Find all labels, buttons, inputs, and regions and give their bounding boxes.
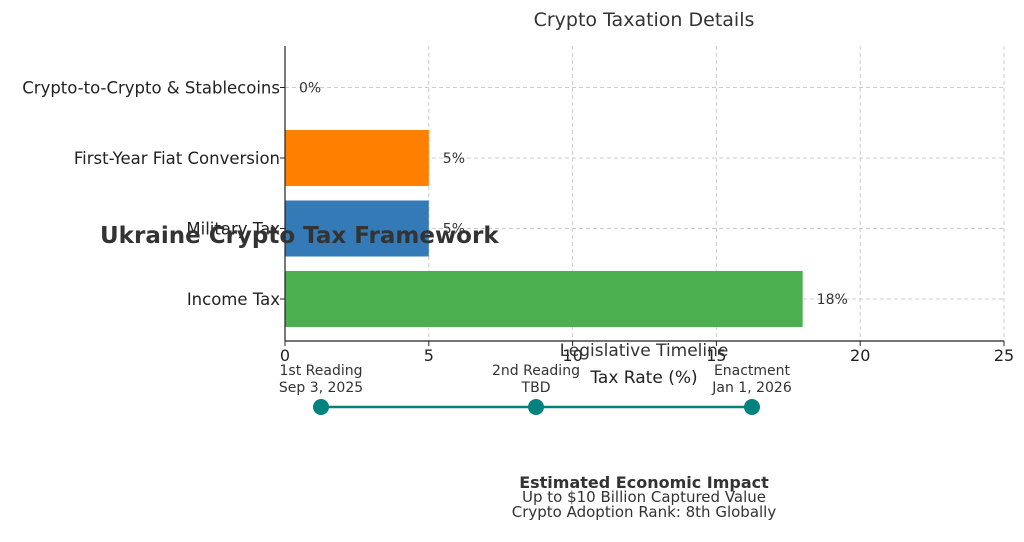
timeline-title: Legislative Timeline [560,341,729,361]
bar-value-label: 5% [443,151,465,167]
chart-bars [285,130,803,327]
x-tick-label: 0 [280,346,290,365]
bar [285,271,803,327]
x-axis-label: Tax Rate (%) [589,368,697,388]
timeline-marker [528,399,544,415]
chart-value-labels: 18% 5% 5% 0% [299,81,848,309]
category-label: First-Year Fiat Conversion [74,149,280,168]
timeline-event-name: Enactment [714,363,791,379]
chart-category-labels: Income Tax Military Tax First-Year Fiat Co… [22,79,285,309]
x-tick-label: 10 [562,346,582,365]
impact-title: Estimated Economic Impact [519,473,769,492]
category-label: Crypto-to-Crypto & Stablecoins [22,79,280,98]
impact-line-value: Up to $10 Billion Captured Value [522,488,766,506]
category-label: Military Tax [186,220,280,239]
timeline-marker [313,399,329,415]
x-tick-label: 15 [706,346,726,365]
timeline-event-date: Sep 3, 2025 [279,380,363,396]
x-tick-label: 25 [994,346,1014,365]
timeline-event-date: Jan 1, 2026 [711,380,792,396]
impact-line-rank: Crypto Adoption Rank: 8th Globally [512,503,777,521]
bar-value-label: 0% [299,81,321,97]
chart-title: Crypto Taxation Details [534,9,755,31]
timeline-event-name: 2nd Reading [492,363,580,379]
x-tick-label: 5 [424,346,434,365]
bar [285,200,429,257]
x-tick-label: 20 [850,346,870,365]
bar [285,130,429,186]
category-label: Income Tax [187,290,280,309]
timeline-event-date: TBD [521,380,551,396]
timeline-marker [744,399,760,415]
x-axis-ticks: 0 5 10 15 20 25 [280,341,1014,365]
timeline-event-name: 1st Reading [280,363,363,379]
overlay-title: Ukraine Crypto Tax Framework [100,223,499,249]
bar-value-label: 5% [443,222,465,238]
bar-value-label: 18% [817,292,848,308]
